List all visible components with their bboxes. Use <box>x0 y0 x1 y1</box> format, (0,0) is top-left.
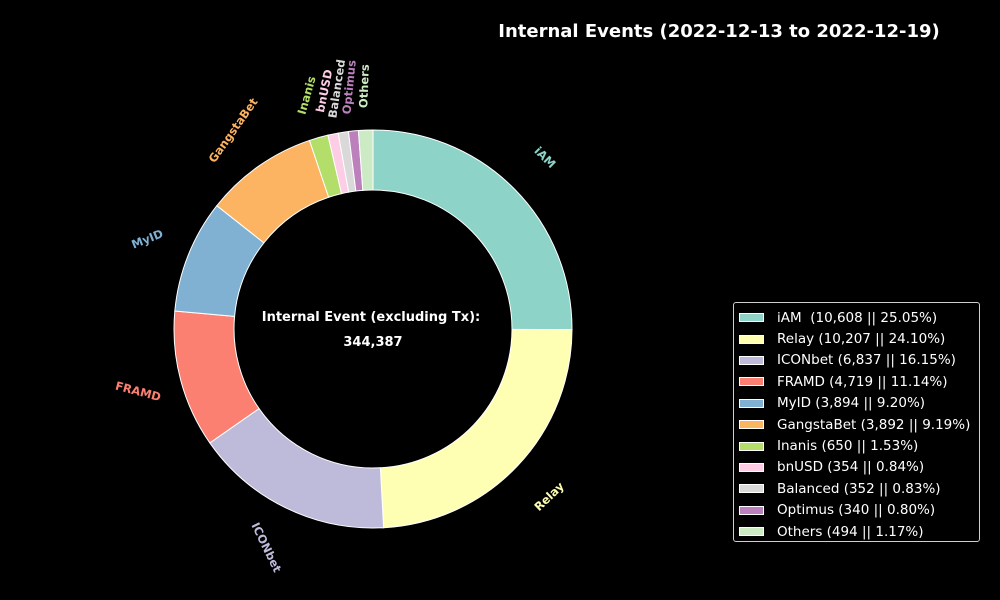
legend-item: iAM (10,608 || 25.05%) <box>739 307 979 328</box>
slice-label: iAM <box>532 144 559 171</box>
legend-label: Others (494 || 1.17%) <box>777 523 924 540</box>
legend-label: FRAMD (4,719 || 11.14%) <box>777 373 948 390</box>
legend-label: iAM (10,608 || 25.05%) <box>777 309 938 326</box>
legend-swatch <box>739 377 764 387</box>
legend-swatch <box>739 441 764 451</box>
donut-slices <box>173 129 573 529</box>
legend-swatch <box>739 527 764 537</box>
legend-item: Relay (10,207 || 24.10%) <box>739 328 979 349</box>
legend-swatch <box>739 505 764 515</box>
legend-swatch <box>739 334 764 344</box>
legend-swatch <box>739 420 764 430</box>
chart-title: Internal Events (2022-12-13 to 2022-12-1… <box>498 21 939 42</box>
slice-label: ICONbet <box>248 520 284 575</box>
legend-label: bnUSD (354 || 0.84%) <box>777 459 925 476</box>
slice-label: Others <box>356 64 372 108</box>
slice-label: GangstaBet <box>206 95 261 165</box>
slice-label: Relay <box>531 479 567 514</box>
chart-legend: iAM (10,608 || 25.05%) Relay (10,207 || 2… <box>733 302 980 542</box>
legend-swatch <box>739 398 764 408</box>
legend-swatch <box>739 355 764 365</box>
legend-item: FRAMD (4,719 || 11.14%) <box>739 371 979 392</box>
legend-swatch <box>739 462 764 472</box>
slice-iconbet <box>209 407 385 529</box>
legend-item: GangstaBet (3,892 || 9.19%) <box>739 414 979 435</box>
legend-item: Inanis (650 || 1.53%) <box>739 435 979 456</box>
slice-label: MyID <box>129 226 165 251</box>
legend-label: Balanced (352 || 0.83%) <box>777 480 941 497</box>
legend-label: MyID (3,894 || 9.20%) <box>777 395 926 412</box>
legend-swatch <box>739 313 764 323</box>
legend-item: ICONbet (6,837 || 16.15%) <box>739 350 979 371</box>
center-total: 344,387 <box>343 335 402 350</box>
legend-item: Others (494 || 1.17%) <box>739 521 979 542</box>
legend-item: Balanced (352 || 0.83%) <box>739 478 979 499</box>
legend-label: GangstaBet (3,892 || 9.19%) <box>777 416 971 433</box>
legend-label: Inanis (650 || 1.53%) <box>777 438 919 455</box>
legend-item: MyID (3,894 || 9.20%) <box>739 393 979 414</box>
legend-item: Optimus (340 || 0.80%) <box>739 500 979 521</box>
slice-label: FRAMD <box>114 379 163 404</box>
legend-swatch <box>739 484 764 494</box>
legend-label: Optimus (340 || 0.80%) <box>777 502 936 519</box>
legend-label: ICONbet (6,837 || 16.15%) <box>777 352 956 369</box>
slice-others <box>357 129 374 191</box>
slice-label: Optimus <box>339 59 358 115</box>
center-label: Internal Event (excluding Tx): <box>262 310 481 325</box>
legend-label: Relay (10,207 || 24.10%) <box>777 331 946 348</box>
legend-item: bnUSD (354 || 0.84%) <box>739 457 979 478</box>
